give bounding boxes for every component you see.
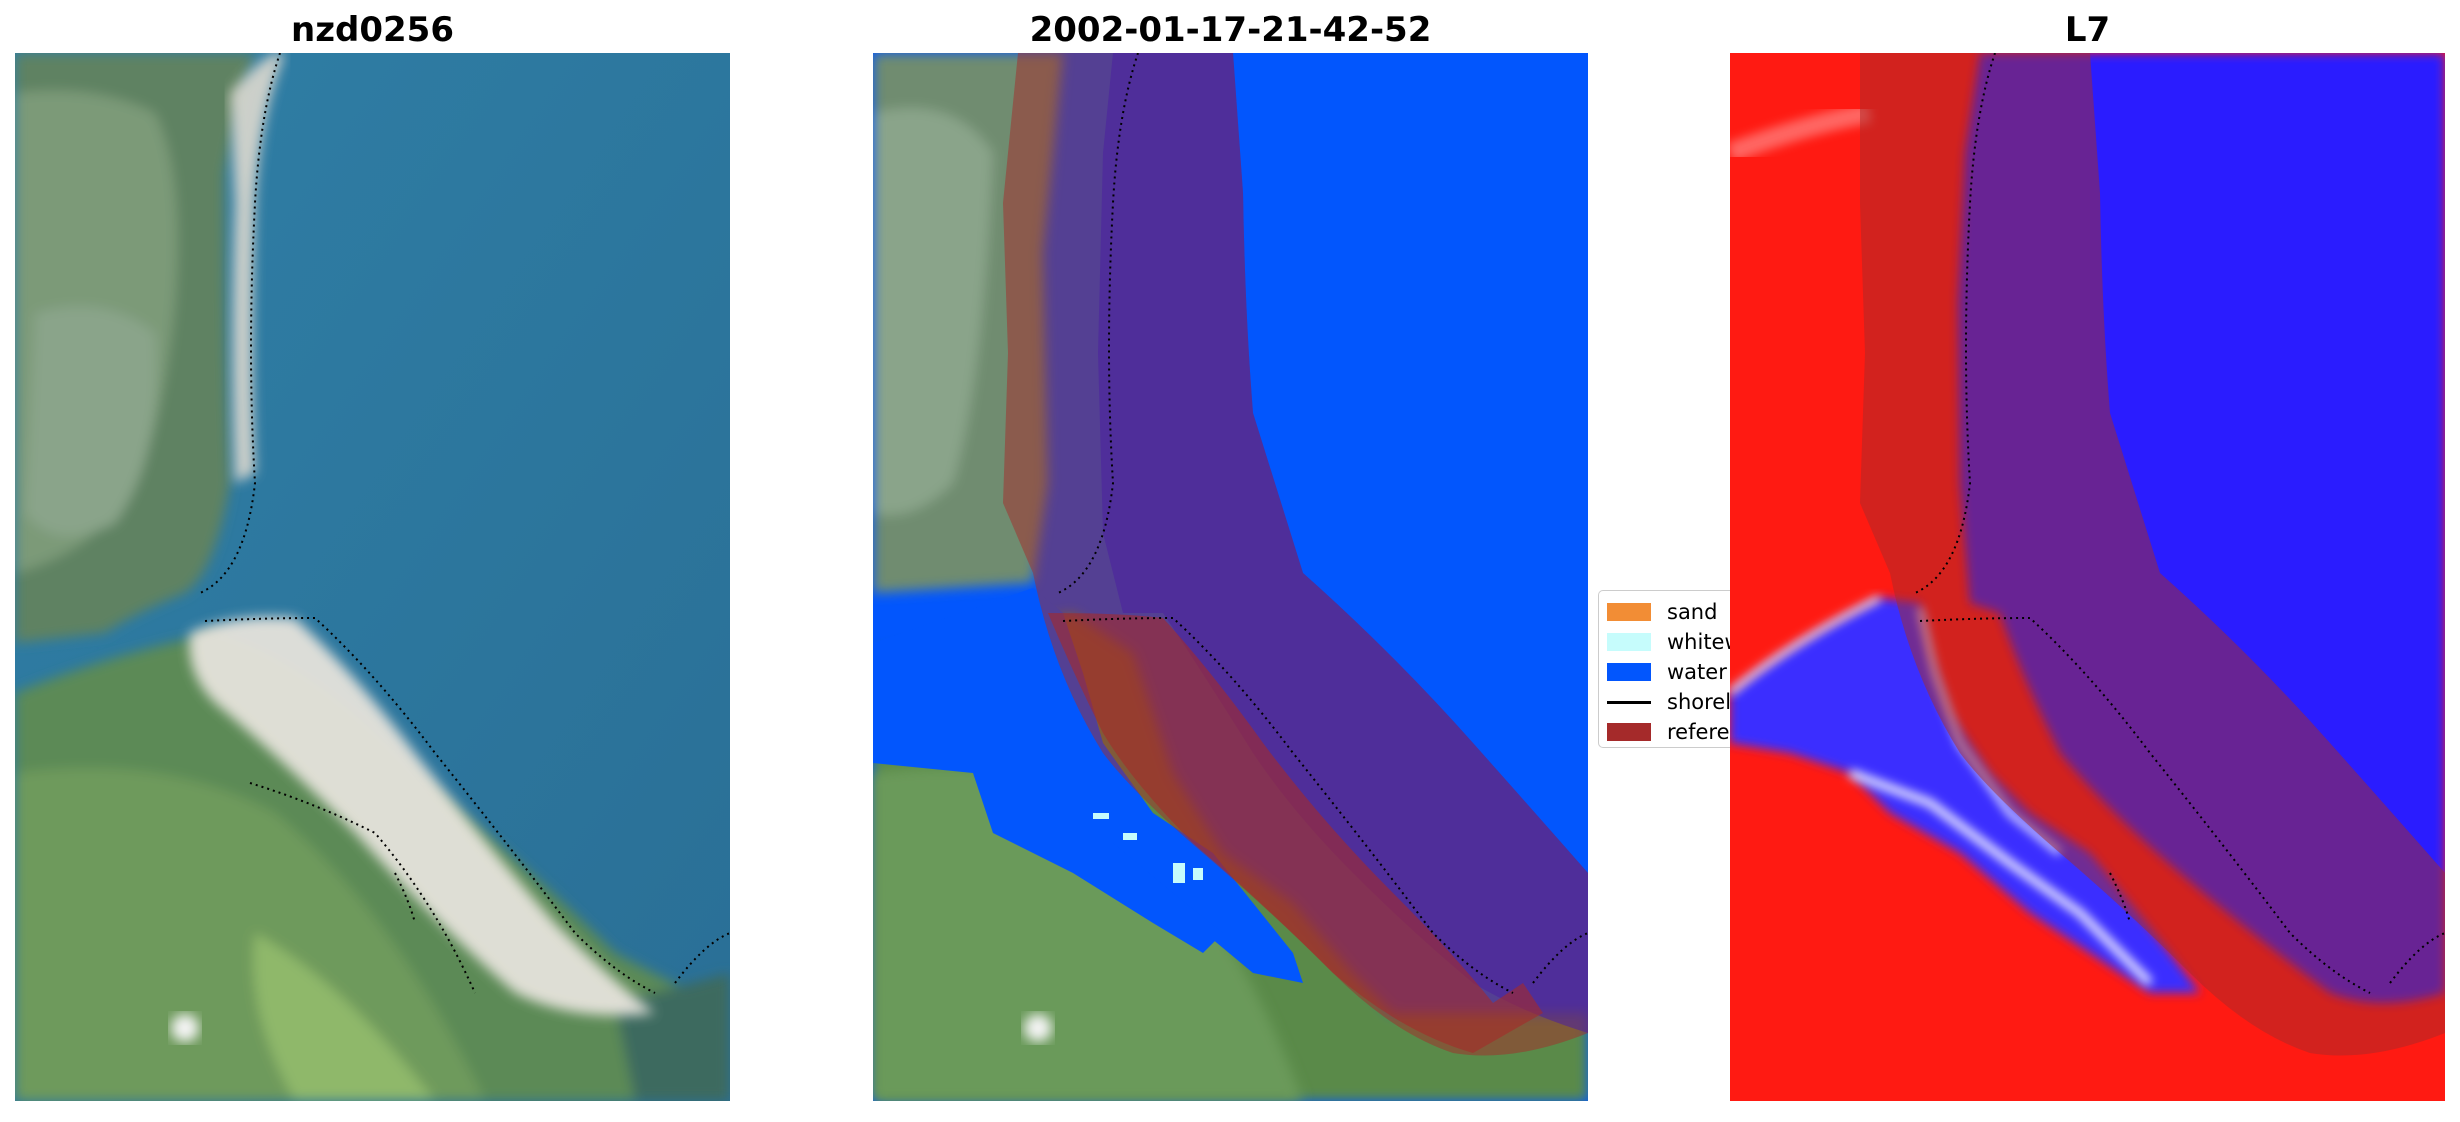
legend-item-water: water — [1607, 657, 1730, 687]
panel-title-mndwi: L7 — [2064, 10, 2111, 50]
legend-item-reference: reference — [1607, 717, 1730, 747]
legend-label: sand — [1667, 600, 1718, 624]
legend-label: water — [1667, 660, 1727, 684]
legend-item-shoreline: shoreline — [1607, 687, 1730, 717]
classified-image — [873, 53, 1588, 1101]
panel-title-classified: 2002-01-17-21-42-52 — [1029, 10, 1432, 50]
rgb-image-panel — [15, 53, 730, 1101]
legend-swatch-sand — [1607, 603, 1651, 621]
mndwi-image — [1730, 53, 2445, 1101]
legend-swatch-reference — [1607, 723, 1651, 741]
legend-item-sand: sand — [1607, 597, 1730, 627]
panel-title-rgb: nzd0256 — [291, 10, 454, 50]
legend-line-shoreline — [1607, 700, 1651, 704]
legend-swatch-water — [1607, 663, 1651, 681]
legend-label: shoreline — [1667, 690, 1730, 714]
legend-swatch-whitewater — [1607, 633, 1651, 651]
mndwi-image-panel — [1730, 53, 2445, 1101]
legend-label: reference — [1667, 720, 1730, 744]
rgb-satellite-image — [15, 53, 730, 1101]
classified-image-panel — [873, 53, 1588, 1101]
